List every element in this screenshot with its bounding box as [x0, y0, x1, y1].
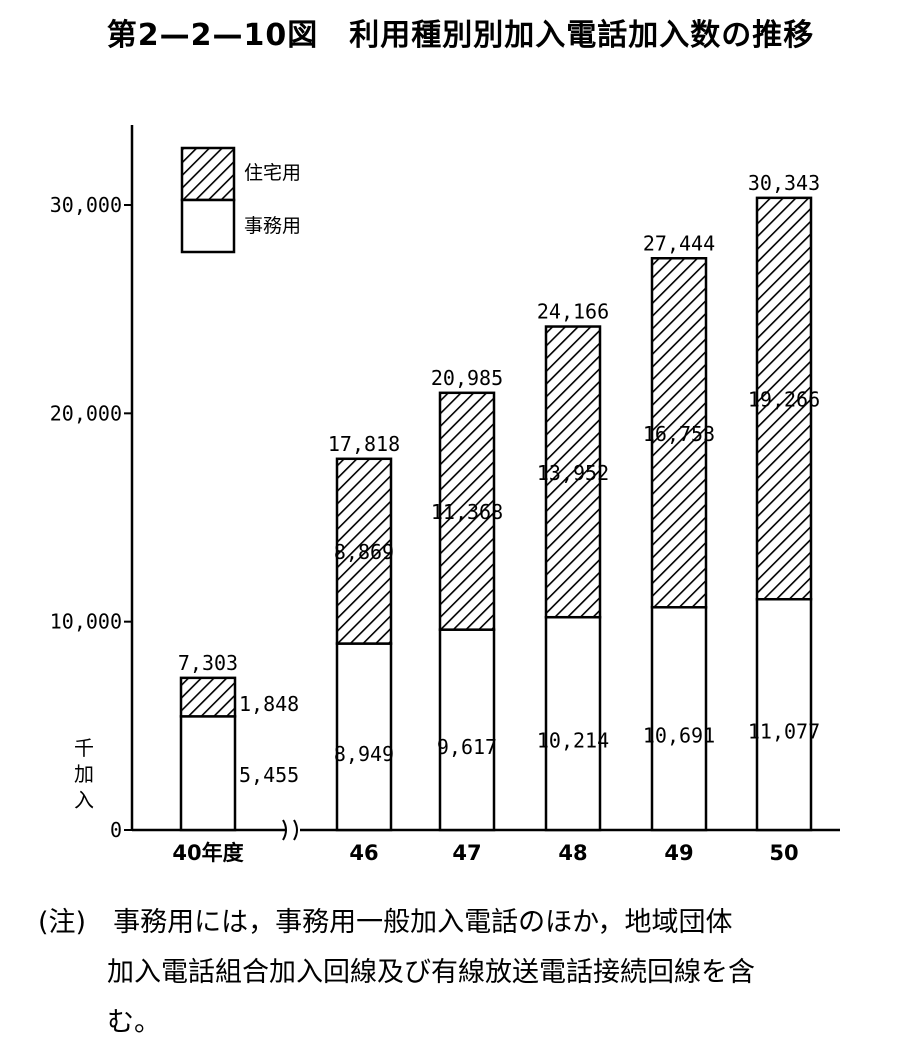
residential-value-label: 19,266	[748, 388, 820, 412]
bar-segment-residential	[755, 196, 813, 601]
legend-swatch-office	[180, 198, 236, 254]
bar-segment-office	[335, 642, 393, 832]
y-axis-unit-label: 加	[74, 762, 94, 786]
y-axis-unit-label: 入	[74, 788, 94, 812]
legend-label-residential: 住宅用	[244, 162, 301, 184]
bar-segment-office	[650, 606, 708, 832]
y-tick-label: 0	[110, 818, 122, 842]
x-category-label: 46	[349, 841, 378, 865]
x-category-label: 49	[664, 841, 693, 865]
residential-value-label: 16,753	[643, 422, 715, 446]
y-axis-unit-label: 千	[74, 736, 94, 760]
bar-segment-residential	[650, 257, 708, 609]
note-line-2: 加入電話組合加入回線及び有線放送電話接続回線を含	[107, 957, 755, 988]
bar-segment-residential	[544, 325, 602, 619]
residential-value-label: 11,368	[431, 500, 503, 524]
office-value-label: 10,691	[643, 724, 715, 748]
office-value-label: 10,214	[537, 729, 609, 753]
bar-total-label: 20,985	[431, 366, 503, 390]
axis-break-mark-1	[282, 819, 287, 841]
x-category-label: 50	[769, 841, 798, 865]
residential-value-label: 1,848	[239, 692, 299, 716]
bar-total-label: 27,444	[643, 231, 715, 255]
x-category-label: 47	[452, 841, 481, 865]
legend-swatch-residential	[180, 146, 236, 202]
y-tick-label: 30,000	[50, 193, 122, 217]
residential-value-label: 13,952	[537, 461, 609, 485]
bar-segment-residential	[179, 676, 237, 718]
note-line-3: む。	[107, 1007, 161, 1038]
office-value-label: 5,455	[239, 763, 299, 787]
chart-title: 第2—2—10図 利用種別別加入電話加入数の推移	[106, 18, 815, 53]
bar-segment-office	[755, 597, 813, 832]
bar-total-label: 30,343	[748, 171, 820, 195]
bar-segment-residential	[335, 457, 393, 645]
x-category-label: 40年度	[172, 841, 243, 865]
axis-break-mark-2	[293, 819, 298, 841]
bar-total-label: 17,818	[328, 432, 400, 456]
office-value-label: 9,617	[437, 735, 497, 759]
y-tick-label: 20,000	[50, 401, 122, 425]
y-tick-label: 10,000	[50, 610, 122, 634]
residential-value-label: 8,869	[334, 540, 394, 564]
bar-segment-office	[179, 715, 237, 832]
note-line-1: (注) 事務用には，事務用一般加入電話のほか，地域団体	[38, 907, 733, 938]
office-value-label: 8,949	[334, 742, 394, 766]
bar-total-label: 24,166	[537, 300, 609, 324]
x-category-label: 48	[558, 841, 587, 865]
bar-segment-office	[438, 628, 496, 832]
bar-segment-residential	[438, 391, 496, 631]
office-value-label: 11,077	[748, 720, 820, 744]
legend-label-office: 事務用	[244, 215, 301, 237]
bar-total-label: 7,303	[178, 651, 238, 675]
bar-segment-office	[544, 615, 602, 832]
